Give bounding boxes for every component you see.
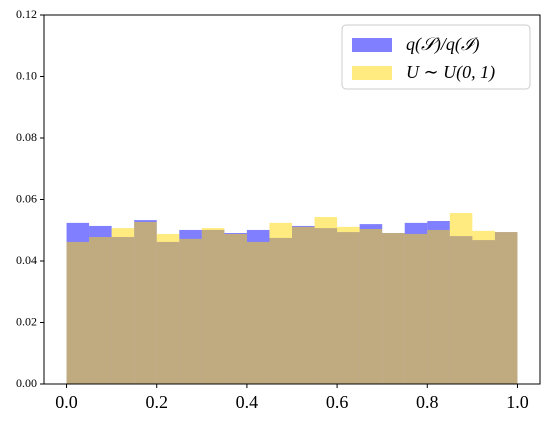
legend-label: q(𝒮)/q(ℐ) bbox=[406, 34, 480, 55]
bar bbox=[337, 226, 360, 384]
bar bbox=[156, 233, 180, 384]
bar bbox=[292, 226, 315, 384]
x-tick-label: 0.8 bbox=[416, 392, 439, 412]
x-tick-label: 1.0 bbox=[506, 392, 529, 412]
bar bbox=[201, 228, 225, 384]
bar bbox=[427, 229, 450, 384]
y-tick-label: 0.06 bbox=[16, 191, 37, 205]
bar bbox=[314, 217, 338, 384]
y-tick-label: 0.12 bbox=[16, 7, 37, 21]
y-tick-label: 0.04 bbox=[16, 253, 37, 267]
x-tick-label: 0.6 bbox=[326, 392, 349, 412]
bar bbox=[66, 241, 90, 384]
legend-swatch bbox=[352, 38, 392, 52]
bar bbox=[472, 230, 495, 384]
bar bbox=[111, 228, 135, 384]
bar bbox=[224, 233, 247, 384]
bar bbox=[382, 233, 405, 384]
x-tick-label: 0.2 bbox=[145, 392, 168, 412]
y-tick-label: 0.10 bbox=[16, 68, 37, 82]
legend: q(𝒮)/q(ℐ) U ∼ U(0, 1) bbox=[341, 24, 531, 90]
legend-swatch bbox=[352, 66, 392, 80]
y-tick-label: 0.00 bbox=[16, 376, 37, 390]
x-tick-label: 0.4 bbox=[236, 392, 259, 412]
bar bbox=[494, 232, 518, 384]
bar bbox=[359, 229, 383, 384]
legend-label: U ∼ U(0, 1) bbox=[406, 62, 495, 83]
bar bbox=[449, 213, 473, 384]
bar bbox=[404, 233, 428, 384]
y-tick-label: 0.02 bbox=[16, 314, 37, 328]
bar bbox=[269, 222, 292, 384]
x-tick-label: 0.0 bbox=[55, 392, 78, 412]
bar bbox=[246, 241, 270, 384]
y-tick-label: 0.08 bbox=[16, 130, 37, 144]
bar bbox=[89, 237, 112, 384]
bar bbox=[134, 221, 157, 384]
bar bbox=[179, 238, 202, 384]
